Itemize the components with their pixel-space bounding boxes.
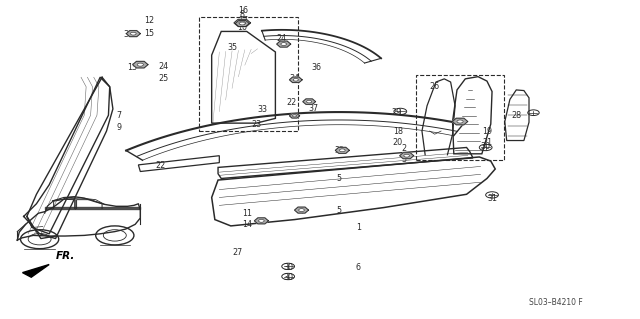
Polygon shape: [452, 118, 468, 125]
Circle shape: [307, 100, 312, 103]
Text: 12: 12: [144, 16, 154, 25]
Polygon shape: [126, 31, 140, 37]
Text: 37: 37: [308, 104, 319, 113]
Circle shape: [299, 209, 305, 211]
Circle shape: [131, 32, 136, 35]
Text: 30: 30: [481, 142, 491, 151]
Text: 17: 17: [239, 16, 248, 25]
Text: 35: 35: [227, 43, 237, 52]
Text: 26: 26: [429, 82, 440, 91]
Text: 4: 4: [298, 207, 303, 216]
Text: 28: 28: [511, 111, 522, 120]
Polygon shape: [236, 20, 249, 26]
Text: 33: 33: [258, 105, 268, 114]
Text: 35: 35: [124, 30, 134, 39]
Circle shape: [404, 154, 410, 157]
Text: 18: 18: [393, 127, 403, 136]
Text: 6: 6: [356, 263, 361, 272]
Text: 16: 16: [239, 6, 248, 15]
Text: 7: 7: [116, 111, 122, 120]
Circle shape: [239, 21, 246, 25]
Circle shape: [339, 149, 345, 152]
Text: 31: 31: [487, 194, 497, 203]
Text: 9: 9: [116, 123, 122, 132]
Text: 15: 15: [144, 28, 154, 38]
Polygon shape: [234, 19, 250, 26]
Polygon shape: [22, 264, 49, 277]
Text: 2: 2: [401, 144, 406, 152]
Text: SL03–B4210 F: SL03–B4210 F: [529, 299, 582, 308]
Circle shape: [281, 43, 287, 46]
Text: 14: 14: [242, 220, 252, 229]
Polygon shape: [294, 207, 308, 213]
Polygon shape: [276, 41, 291, 47]
Text: 5: 5: [337, 206, 342, 215]
Text: 21: 21: [482, 137, 492, 147]
Polygon shape: [289, 114, 300, 118]
Text: 30: 30: [283, 263, 293, 271]
Bar: [199, 17, 298, 131]
Polygon shape: [289, 77, 302, 83]
Polygon shape: [132, 61, 148, 68]
Text: 3: 3: [402, 155, 406, 164]
Polygon shape: [254, 218, 268, 224]
Text: 30: 30: [283, 273, 293, 282]
Text: FR.: FR.: [56, 251, 75, 261]
Text: 8: 8: [240, 10, 244, 19]
Bar: [415, 75, 504, 160]
Text: 24: 24: [276, 34, 287, 43]
Text: 11: 11: [242, 209, 252, 218]
Circle shape: [457, 120, 463, 123]
Text: 1: 1: [356, 223, 361, 232]
Text: 32: 32: [334, 145, 344, 154]
Text: 29: 29: [391, 108, 401, 116]
Polygon shape: [303, 99, 316, 104]
Circle shape: [293, 78, 298, 81]
Circle shape: [137, 63, 143, 66]
Text: 22: 22: [286, 98, 296, 107]
Text: 24: 24: [159, 62, 169, 71]
Text: 23: 23: [252, 120, 261, 129]
Text: 13: 13: [127, 63, 137, 72]
Text: 34: 34: [289, 74, 300, 83]
Text: 36: 36: [312, 63, 322, 72]
Text: 25: 25: [159, 74, 169, 83]
Circle shape: [292, 115, 296, 117]
Circle shape: [239, 22, 245, 25]
Text: 22: 22: [156, 161, 166, 170]
Text: 27: 27: [232, 248, 243, 257]
Polygon shape: [399, 153, 413, 159]
Text: 5: 5: [337, 174, 342, 183]
Circle shape: [259, 219, 264, 222]
Text: 20: 20: [393, 137, 403, 147]
Polygon shape: [335, 147, 349, 153]
Text: 10: 10: [237, 23, 247, 32]
Text: 19: 19: [482, 127, 492, 136]
